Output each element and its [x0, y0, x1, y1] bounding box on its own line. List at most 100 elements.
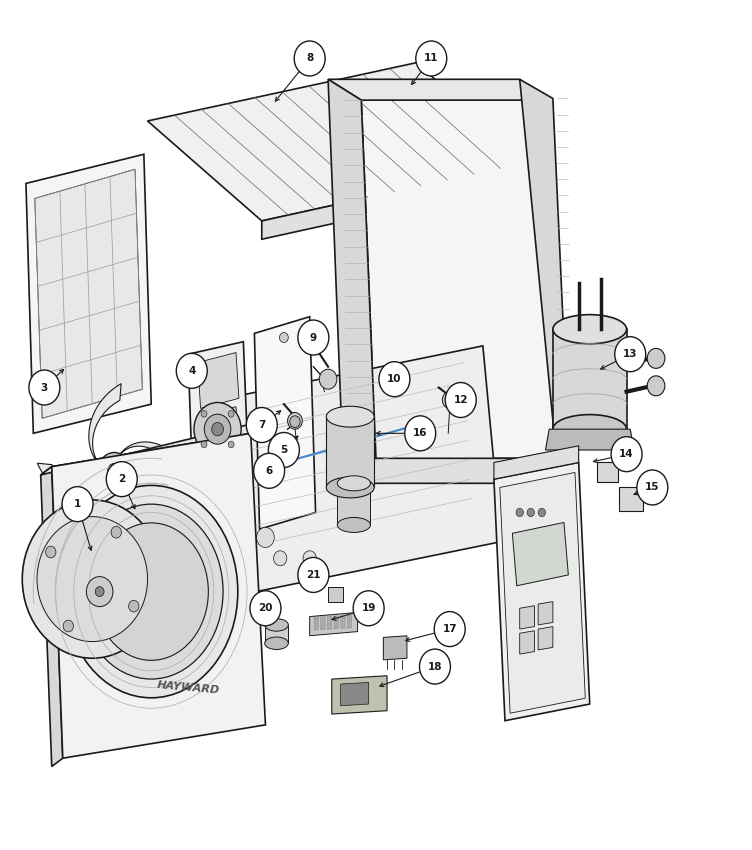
Text: 4: 4 — [188, 366, 196, 376]
Circle shape — [62, 487, 93, 522]
Text: 1: 1 — [74, 499, 81, 509]
Text: 12: 12 — [453, 395, 468, 405]
Circle shape — [353, 591, 384, 626]
Circle shape — [434, 612, 465, 647]
Text: HAYWARD: HAYWARD — [156, 680, 220, 695]
Polygon shape — [332, 676, 387, 714]
Text: 18: 18 — [428, 661, 442, 672]
Ellipse shape — [553, 415, 626, 444]
Circle shape — [99, 452, 131, 489]
Circle shape — [538, 508, 545, 517]
Polygon shape — [553, 329, 626, 429]
Polygon shape — [254, 317, 316, 529]
Circle shape — [63, 620, 74, 632]
Circle shape — [637, 470, 668, 505]
Text: 14: 14 — [619, 449, 634, 459]
Ellipse shape — [338, 476, 371, 490]
Polygon shape — [341, 683, 368, 706]
Circle shape — [647, 348, 665, 368]
Circle shape — [211, 422, 223, 436]
Polygon shape — [545, 429, 634, 450]
Circle shape — [250, 591, 281, 626]
Polygon shape — [89, 383, 121, 465]
Text: 3: 3 — [41, 382, 48, 393]
Polygon shape — [347, 615, 352, 628]
Circle shape — [516, 508, 523, 517]
Circle shape — [416, 41, 447, 76]
Text: 11: 11 — [424, 54, 438, 64]
Polygon shape — [265, 625, 288, 643]
Text: 17: 17 — [442, 624, 457, 634]
Circle shape — [256, 528, 274, 547]
Polygon shape — [120, 442, 192, 479]
Text: 7: 7 — [258, 420, 265, 430]
Circle shape — [205, 414, 231, 445]
Text: 21: 21 — [306, 570, 320, 580]
Circle shape — [129, 600, 139, 612]
Circle shape — [274, 551, 287, 566]
Circle shape — [228, 411, 234, 417]
Polygon shape — [225, 587, 247, 612]
Circle shape — [442, 392, 457, 408]
Text: 13: 13 — [623, 349, 638, 360]
Text: 20: 20 — [258, 604, 273, 613]
Polygon shape — [108, 477, 140, 558]
Circle shape — [86, 576, 113, 607]
Polygon shape — [314, 617, 319, 630]
Polygon shape — [327, 616, 332, 629]
Polygon shape — [198, 353, 239, 408]
Circle shape — [647, 376, 665, 396]
Polygon shape — [310, 612, 357, 636]
Circle shape — [253, 453, 284, 488]
Polygon shape — [338, 484, 371, 525]
Polygon shape — [147, 63, 527, 221]
Polygon shape — [35, 169, 142, 418]
Polygon shape — [494, 446, 579, 479]
Ellipse shape — [94, 523, 208, 660]
Polygon shape — [320, 616, 325, 630]
Ellipse shape — [326, 406, 374, 427]
Circle shape — [29, 370, 60, 405]
Circle shape — [280, 332, 288, 343]
Ellipse shape — [553, 314, 626, 343]
Text: 6: 6 — [265, 466, 273, 476]
Polygon shape — [520, 79, 569, 458]
Circle shape — [23, 500, 162, 658]
Polygon shape — [262, 162, 527, 239]
Circle shape — [294, 41, 325, 76]
Polygon shape — [334, 616, 338, 629]
Circle shape — [46, 547, 56, 558]
Circle shape — [298, 558, 329, 592]
Polygon shape — [361, 100, 556, 458]
Polygon shape — [520, 606, 535, 629]
Circle shape — [611, 437, 642, 472]
Text: 9: 9 — [310, 332, 317, 343]
Circle shape — [277, 439, 290, 453]
Polygon shape — [494, 462, 590, 721]
Polygon shape — [41, 425, 250, 475]
Circle shape — [615, 337, 646, 371]
Text: 5: 5 — [280, 445, 287, 455]
Circle shape — [111, 526, 121, 538]
Circle shape — [379, 362, 410, 397]
Circle shape — [320, 369, 337, 389]
Polygon shape — [538, 602, 553, 625]
Bar — [328, 587, 343, 603]
Polygon shape — [26, 155, 151, 434]
Circle shape — [228, 441, 234, 448]
Circle shape — [201, 441, 207, 448]
Polygon shape — [520, 631, 535, 655]
Polygon shape — [41, 467, 63, 767]
Text: 8: 8 — [306, 54, 314, 64]
Circle shape — [37, 517, 147, 642]
Bar — [597, 462, 617, 483]
Circle shape — [176, 354, 208, 388]
Polygon shape — [512, 523, 569, 586]
Circle shape — [527, 508, 535, 517]
Text: 2: 2 — [118, 474, 126, 484]
Polygon shape — [538, 626, 553, 650]
Text: 16: 16 — [413, 428, 427, 439]
Circle shape — [445, 382, 476, 417]
Polygon shape — [384, 636, 407, 660]
Circle shape — [290, 416, 300, 428]
